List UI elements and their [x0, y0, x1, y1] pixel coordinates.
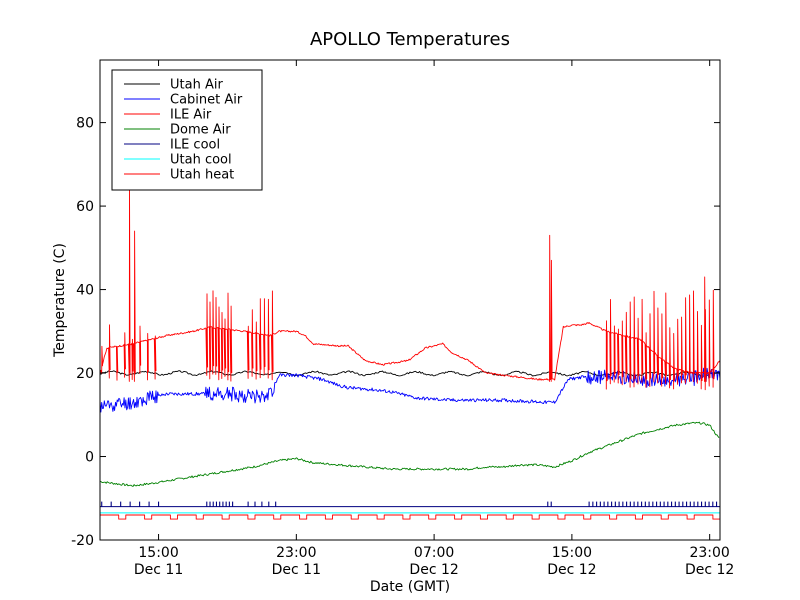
legend-box: [111, 69, 263, 191]
chart-title: APOLLO Temperatures: [310, 29, 510, 50]
y-tick-label: 0: [85, 450, 94, 466]
x-tick-label-date: Dec 11: [134, 562, 183, 578]
x-axis-label: Date (GMT): [370, 579, 450, 595]
series-line-ile-air: [100, 184, 720, 391]
x-tick-label-time: 15:00: [138, 545, 178, 561]
legend-label: ILE cool: [170, 138, 220, 153]
legend-label: Utah cool: [170, 153, 232, 168]
legend-label: Cabinet Air: [170, 93, 243, 108]
y-tick-label: 60: [76, 199, 94, 215]
series-line-dome-air: [100, 421, 720, 487]
x-tick-label-time: 07:00: [414, 545, 454, 561]
y-tick-label: 80: [76, 116, 94, 132]
series-line-utah-heat: [100, 514, 720, 520]
x-tick-label-time: 15:00: [552, 545, 592, 561]
x-tick-label-date: Dec 12: [547, 562, 596, 578]
legend-label: Utah heat: [170, 168, 234, 183]
x-tick-label-date: Dec 11: [272, 562, 321, 578]
y-tick-label: -20: [71, 533, 94, 549]
legend-label: Dome Air: [170, 123, 231, 138]
plot-frame: [99, 59, 721, 541]
legend-label: ILE Air: [170, 108, 212, 123]
y-tick-label: 40: [76, 283, 94, 299]
x-tick-label-time: 23:00: [276, 545, 316, 561]
x-tick-label-date: Dec 12: [685, 562, 734, 578]
series-line-cabinet-air: [100, 367, 720, 413]
y-axis-label: Temperature (C): [52, 243, 68, 358]
x-tick-label-time: 23:00: [689, 545, 729, 561]
y-tick-label: 20: [76, 366, 94, 382]
legend-label: Utah Air: [170, 78, 223, 93]
x-tick-label-date: Dec 12: [409, 562, 458, 578]
